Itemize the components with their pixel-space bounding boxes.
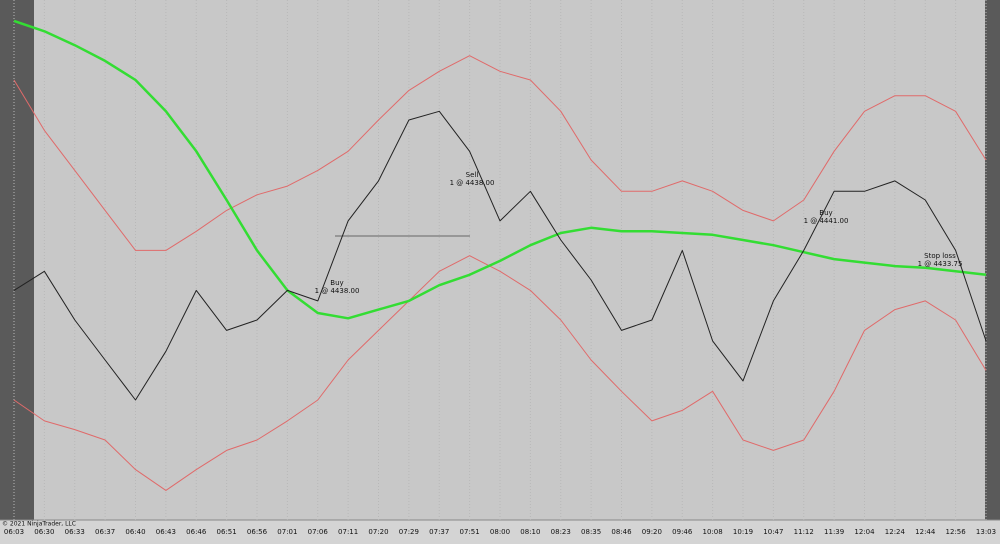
series-line — [13, 19, 987, 320]
x-tick-label: 06:30 — [34, 528, 54, 536]
x-axis-bar — [0, 520, 1000, 544]
x-tick-label: 07:11 — [338, 528, 358, 536]
x-tick-label: 13:03 — [976, 528, 996, 536]
trade-detail: 1 @ 4441.00 — [804, 217, 849, 225]
x-tick-label: 07:29 — [399, 528, 419, 536]
x-tick-label: 10:08 — [703, 528, 723, 536]
series-line — [13, 110, 987, 401]
x-tick-label: 06:03 — [4, 528, 24, 536]
x-tick-label: 12:24 — [885, 528, 906, 536]
x-tick-label: 10:47 — [763, 528, 783, 536]
x-tick-label: 06:51 — [217, 528, 237, 536]
x-tick-label: 12:44 — [915, 528, 936, 536]
x-tick-label: 06:40 — [125, 528, 145, 536]
trade-detail: 1 @ 4433.75 — [918, 260, 963, 268]
x-tick-label: 07:06 — [308, 528, 329, 536]
x-tick-label: 08:00 — [490, 528, 510, 536]
x-tick-label: 06:46 — [186, 528, 207, 536]
x-tick-label: 06:33 — [65, 528, 85, 536]
x-tick-label: 08:23 — [551, 528, 571, 536]
session-shade-left — [0, 0, 34, 520]
x-tick-label: 06:43 — [156, 528, 176, 536]
x-tick-label: 06:37 — [95, 528, 115, 536]
x-tick-label: 11:12 — [794, 528, 814, 536]
x-tick-label: 12:04 — [854, 528, 875, 536]
x-tick-label: 07:01 — [277, 528, 297, 536]
x-tick-label: 08:10 — [520, 528, 540, 536]
x-tick-label: 12:56 — [946, 528, 967, 536]
copyright: © 2021 NinjaTrader, LLC — [2, 521, 76, 528]
x-tick-label: 08:46 — [611, 528, 632, 536]
trade-label: Buy — [819, 209, 832, 217]
session-shade-right — [985, 0, 1000, 520]
x-tick-label: 07:20 — [368, 528, 388, 536]
x-tick-label: 09:46 — [672, 528, 693, 536]
x-tick-label: 08:35 — [581, 528, 601, 536]
series-line — [13, 55, 987, 251]
trade-detail: 1 @ 4438.00 — [450, 179, 495, 187]
x-tick-label: 07:37 — [429, 528, 449, 536]
trade-detail: 1 @ 4438.00 — [315, 287, 360, 295]
series-line — [13, 255, 987, 491]
trade-label: Buy — [330, 279, 343, 287]
x-tick-label: 11:39 — [824, 528, 844, 536]
trade-label: Stop loss — [924, 252, 956, 260]
x-tick-label: 10:19 — [733, 528, 753, 536]
x-tick-label: 07:51 — [460, 528, 480, 536]
x-tick-label: 09:20 — [642, 528, 662, 536]
x-tick-label: 06:56 — [247, 528, 268, 536]
trade-label: Sell — [466, 171, 479, 179]
